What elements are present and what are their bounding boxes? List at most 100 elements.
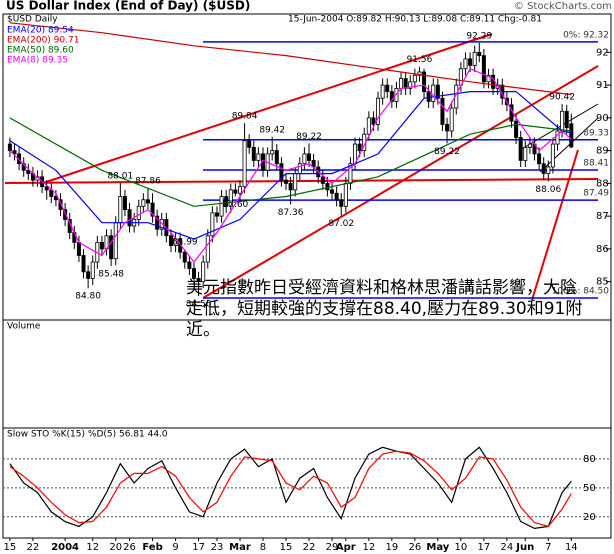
candle-body — [141, 199, 146, 207]
candle-body — [412, 74, 417, 83]
x-tick-label: Mar — [229, 542, 251, 553]
candle-body — [449, 107, 454, 132]
candle-body — [247, 140, 252, 148]
x-tick-label: 17 — [192, 542, 205, 553]
y-tick-label: 85 — [596, 277, 609, 288]
point-label: 89.42 — [259, 125, 285, 135]
candle-body — [242, 140, 247, 188]
candle-body — [81, 255, 86, 273]
y-tick-label: 86 — [596, 244, 609, 255]
series-line — [9, 446, 572, 530]
candle-body — [214, 212, 219, 217]
candle-body — [371, 117, 376, 125]
candle-body — [99, 241, 104, 250]
candle-body — [210, 212, 215, 237]
fib-label: 87.49 — [583, 189, 609, 199]
candle-body — [76, 241, 81, 256]
price-plot — [4, 22, 599, 301]
fib-label: 0%: 92.32 — [563, 30, 609, 40]
candle-body — [486, 74, 491, 83]
y-tick-label: 50 — [583, 483, 596, 494]
x-tick-label: 23 — [211, 542, 224, 553]
candle-body — [191, 268, 196, 279]
candle-body — [256, 153, 261, 161]
candle-body — [445, 124, 450, 132]
candle-body — [376, 97, 381, 125]
y-tick-label: 20 — [583, 512, 596, 523]
subtitle: $USD Daily — [7, 15, 58, 25]
volume-label: Volume — [7, 322, 41, 332]
candle-body — [514, 120, 519, 138]
point-label: 85.99 — [172, 238, 198, 248]
candle-body — [550, 143, 555, 168]
point-label: 87.86 — [135, 176, 161, 186]
candle-body — [491, 74, 496, 89]
x-tick-label: 10 — [455, 542, 468, 553]
candle-body — [182, 251, 187, 263]
legend-entry: EMA(200) 90.71 — [7, 36, 79, 46]
candle-body — [53, 196, 58, 201]
point-label: 89.22 — [434, 147, 460, 157]
chart-title: US Dollar Index (End of Day) ($USD) — [6, 0, 250, 13]
candle-body — [284, 179, 289, 184]
candle-body — [145, 199, 150, 204]
x-tick-label: 26 — [408, 542, 421, 553]
candle-body — [334, 192, 339, 201]
x-tick-label: 8 — [260, 542, 266, 553]
x-tick-label: 15 — [4, 542, 17, 553]
candle-body — [422, 71, 427, 93]
candle-body — [477, 51, 482, 57]
candle-body — [205, 235, 210, 263]
point-label: 87.02 — [328, 219, 354, 229]
point-label: 90.42 — [549, 93, 575, 103]
point-label: 85.48 — [98, 269, 124, 279]
candle-body — [302, 153, 307, 165]
candle-body — [537, 153, 542, 165]
candle-body — [343, 182, 348, 207]
candle-body — [564, 110, 569, 129]
candle-body — [201, 261, 206, 283]
candle-body — [150, 202, 155, 217]
candle-body — [293, 173, 298, 191]
x-tick-label: 26 — [123, 542, 136, 553]
candle-body — [288, 182, 293, 191]
x-tick-label: 12 — [362, 542, 375, 553]
x-tick-label: 17 — [478, 542, 491, 553]
candle-body — [330, 189, 335, 194]
channel-line — [539, 117, 599, 173]
x-tick-label: 24 — [501, 542, 514, 553]
point-label: 89.84 — [232, 112, 258, 122]
x-tick-label: Jun — [515, 542, 534, 553]
x-tick-label: Apr — [336, 542, 356, 553]
candle-body — [555, 130, 560, 145]
x-tick-label: 19 — [385, 542, 398, 553]
candle-body — [385, 84, 390, 93]
y-tick-label: 91 — [596, 80, 609, 91]
candle-body — [463, 58, 468, 70]
x-tick-label: 22 — [27, 542, 40, 553]
x-tick-label: 12 — [86, 542, 99, 553]
candle-body — [523, 146, 528, 161]
series-line — [9, 91, 572, 240]
candle-body — [127, 209, 132, 227]
candle-body — [187, 261, 192, 269]
x-tick-label: 22 — [303, 542, 316, 553]
candle-body — [546, 166, 551, 174]
candle-body — [224, 196, 229, 207]
x-tick-label: 14 — [565, 542, 578, 553]
point-label: 87.36 — [278, 208, 304, 218]
point-label: 88.06 — [535, 185, 561, 195]
x-tick-label: 9 — [172, 542, 178, 553]
y-tick-label: 90 — [596, 113, 609, 124]
series-line — [9, 22, 572, 96]
candle-body — [279, 163, 284, 181]
candle-body — [219, 196, 224, 217]
x-tick-label: 7 — [545, 542, 551, 553]
stoch-plot — [3, 446, 611, 530]
summary: 15-Jun-2004 O:89.82 H:90.13 L:89.08 C:89… — [288, 15, 542, 25]
candle-body — [518, 137, 523, 161]
source: © StockCharts.com — [514, 1, 612, 12]
